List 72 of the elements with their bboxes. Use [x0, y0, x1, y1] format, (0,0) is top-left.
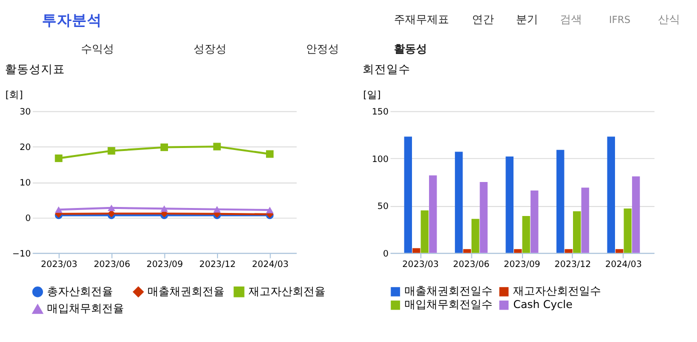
bar	[522, 216, 530, 253]
x-tick-label: 2023/09	[504, 260, 540, 270]
point	[213, 142, 221, 150]
bar	[420, 210, 429, 253]
bar	[471, 218, 480, 253]
y-tick-label: 0	[25, 214, 31, 224]
x-tick-label: 2023/09	[146, 260, 183, 270]
text: 검색	[560, 13, 582, 26]
text: 안정성	[306, 42, 339, 56]
point	[108, 147, 116, 155]
bar	[632, 176, 640, 253]
y-tick-label: −10	[12, 249, 31, 260]
y-tick-label: 10	[20, 178, 31, 188]
bar	[581, 188, 590, 253]
point	[160, 144, 168, 152]
legend-label: 매입채무회전일수	[404, 298, 493, 312]
legend-label: 매출채권회전일수	[404, 284, 493, 298]
y-tick-label: 20	[20, 143, 31, 153]
chart-title: 회전일수	[362, 62, 411, 76]
legend-label: Cash Cycle	[513, 298, 573, 312]
text: 투자분석	[42, 12, 102, 30]
point	[266, 150, 274, 158]
bar	[615, 249, 624, 253]
y-axis-title: [일]	[363, 90, 381, 101]
x-tick-label: 2023/03	[40, 260, 78, 270]
point	[108, 204, 116, 212]
text: 성장성	[194, 42, 227, 56]
bar	[506, 156, 514, 253]
x-tick-label: 2023/06	[453, 260, 490, 270]
bar	[480, 182, 488, 253]
bar	[556, 150, 564, 253]
x-tick-label: 2023/06	[94, 260, 131, 270]
point	[54, 154, 62, 162]
bar	[463, 249, 472, 253]
bar	[514, 249, 522, 253]
y-tick-label: 100	[372, 154, 389, 165]
text: IFRS	[609, 15, 631, 26]
text: 분기	[516, 13, 538, 26]
legend-label: 재고자산회전율	[248, 284, 326, 298]
y-tick-label: 150	[372, 108, 389, 118]
bar	[454, 152, 463, 253]
x-tick-label: 2023/03	[402, 260, 439, 270]
bar	[564, 249, 573, 253]
bar	[607, 136, 616, 253]
x-tick-label: 2024/03	[605, 260, 642, 270]
legend-label: 매입채무회전율	[46, 302, 124, 316]
x-tick-label: 2023/12	[554, 260, 592, 270]
point	[160, 205, 168, 212]
bar	[624, 208, 632, 253]
y-tick-label: 50	[377, 202, 389, 212]
text: 활동성	[394, 42, 427, 56]
bar	[412, 248, 420, 253]
legend-label: 총자산회전율	[46, 284, 113, 298]
y-axis-title: [회]	[5, 90, 23, 101]
legend-label: 매출채권회전율	[148, 284, 225, 298]
bar	[404, 136, 412, 253]
y-tick-label: 30	[20, 108, 31, 118]
y-tick-label: 0	[382, 249, 389, 260]
point	[54, 206, 62, 213]
x-tick-label: 2023/12	[199, 260, 236, 270]
x-tick-label: 2024/03	[252, 260, 289, 270]
point	[266, 206, 274, 214]
text: 수익성	[81, 42, 114, 56]
bar	[573, 211, 581, 253]
chart-title: 활동성지표	[4, 62, 65, 76]
point	[213, 206, 221, 213]
text: 산식	[658, 13, 680, 26]
text: 연간	[472, 13, 494, 26]
bar	[530, 190, 538, 253]
bar	[429, 175, 437, 253]
legend-label: 재고자산회전일수	[513, 284, 602, 298]
text: 주재무제표	[394, 13, 449, 26]
